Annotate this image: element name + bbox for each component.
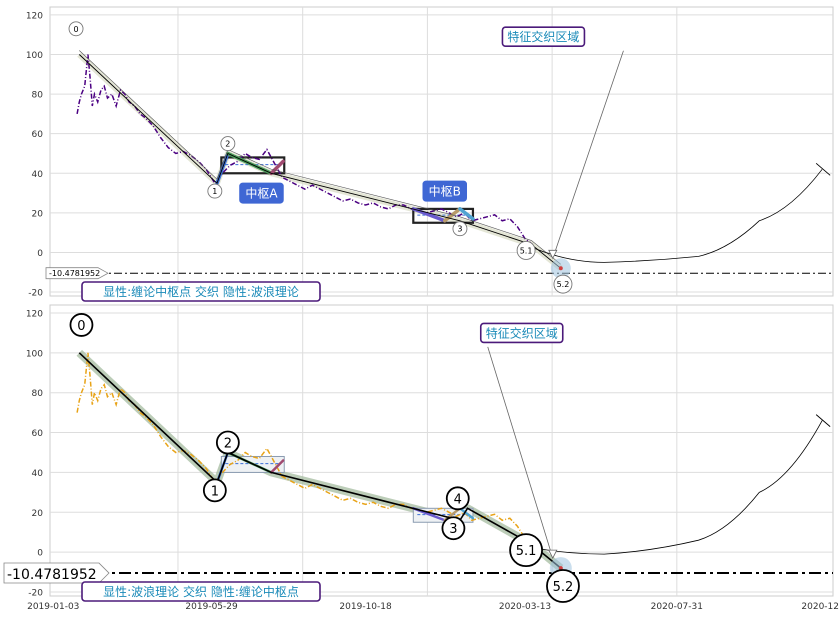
wave-segment xyxy=(269,159,285,176)
legend-note: 显性:缠论中枢点 交织 隐性:波浪理论 xyxy=(103,284,299,299)
y-tick-label: 80 xyxy=(32,91,44,101)
pivot-label: 5.2 xyxy=(553,580,574,595)
pivot-label: 1 xyxy=(211,484,219,499)
interweave-label-box xyxy=(501,26,586,47)
wave-segment xyxy=(411,207,447,223)
y-tick-label: 0 xyxy=(37,249,43,259)
level-label: -10.4781952 xyxy=(49,269,100,278)
y-tick-label: 60 xyxy=(32,130,44,140)
end-point-marker xyxy=(558,566,563,571)
y-tick-label: 100 xyxy=(26,349,43,359)
wave-segment xyxy=(458,207,475,221)
y-tick-label: -20 xyxy=(28,589,43,599)
wave-segment xyxy=(458,507,475,520)
level-label: -10.4781952 xyxy=(7,567,97,583)
pivot-circle xyxy=(452,221,468,237)
end-point-marker xyxy=(558,266,563,271)
trend-outline xyxy=(79,50,561,265)
pivot-circle xyxy=(445,486,470,511)
y-tick-label: 60 xyxy=(32,429,44,439)
pivot-circle xyxy=(220,136,236,152)
pivot-circle xyxy=(509,533,543,568)
y-tick-label: 20 xyxy=(32,509,44,519)
zhongshu-label-box xyxy=(422,180,468,202)
pivot-circle xyxy=(516,241,536,260)
price-series-line xyxy=(76,352,534,545)
annotation-arrow-head xyxy=(548,249,558,260)
wave-segment xyxy=(269,459,285,474)
x-tick-label: 2019-05-29 xyxy=(185,602,238,612)
pivot-circle xyxy=(202,478,227,503)
y-tick-label: 20 xyxy=(32,209,44,219)
pivot-circle xyxy=(546,569,580,603)
pivot-label: 1 xyxy=(212,187,217,196)
y-tick-label: 120 xyxy=(26,309,43,319)
upper-chart-panel: -20 0 20 40 60 80 100 120 -10.4781952 0 1 2 3 5.1 5.2 特… xyxy=(26,6,834,302)
y-tick-label: 80 xyxy=(32,389,44,399)
pivot-circle xyxy=(215,430,240,455)
zhongshu-box xyxy=(412,207,475,224)
pivot-label: 3 xyxy=(457,225,462,234)
projection-curve xyxy=(534,169,823,263)
projection-end-tick xyxy=(815,162,831,176)
x-tick-label: 2019-01-03 xyxy=(27,602,79,612)
x-tick-label: 2020-03-13 xyxy=(499,602,551,612)
x-tick-label: 2020-07-31 xyxy=(651,602,703,612)
interweave-label: 特征交织区域 xyxy=(486,325,558,340)
legend-note-box xyxy=(81,581,321,602)
pivot-circle xyxy=(441,516,466,541)
pivot-label: 5.1 xyxy=(516,544,537,559)
zhongshu-label-box xyxy=(239,182,284,204)
zhongshu-label: 中枢B xyxy=(429,184,461,199)
pivot-label: 0 xyxy=(77,319,85,334)
zhongshu-label: 中枢A xyxy=(245,186,278,201)
pivot-label: 3 xyxy=(449,522,457,537)
y-tick-label: 40 xyxy=(32,170,44,180)
interweave-label-box xyxy=(479,322,564,344)
legend-note-box xyxy=(81,281,321,302)
pivot-circle xyxy=(553,274,573,294)
pivot-label: 5.1 xyxy=(520,246,533,255)
projection-curve xyxy=(534,420,823,555)
level-label-box xyxy=(45,267,109,280)
x-tick-label: 2020-12-17 xyxy=(801,602,839,612)
y-tick-label: 40 xyxy=(32,469,44,479)
annotation-arrow xyxy=(552,50,624,259)
y-tick-label: -20 xyxy=(28,289,43,299)
pivot-label: 0 xyxy=(73,25,78,34)
projection-end-tick xyxy=(815,414,831,427)
y-tick-label: 120 xyxy=(26,11,43,21)
level-label-box xyxy=(3,562,110,584)
pivot-label: 2 xyxy=(224,437,232,452)
pivot-circle xyxy=(68,21,84,37)
annotation-arrow xyxy=(487,346,554,559)
y-tick-label: 0 xyxy=(37,549,43,559)
x-tick-label: 2019-10-18 xyxy=(339,602,392,612)
y-tick-label: 100 xyxy=(26,51,43,61)
pivot-label: 5.2 xyxy=(557,280,570,289)
price-series-line xyxy=(76,54,534,246)
legend-note: 显性:波浪理论 交织 隐性:缠论中枢点 xyxy=(103,584,299,599)
annotation-arrow-head xyxy=(548,549,558,559)
pivot-label: 4 xyxy=(454,492,462,507)
pivot-circle xyxy=(207,183,223,199)
interweave-label: 特征交织区域 xyxy=(507,29,579,44)
pivot-label: 2 xyxy=(225,140,230,149)
pivot-circle xyxy=(69,313,94,337)
